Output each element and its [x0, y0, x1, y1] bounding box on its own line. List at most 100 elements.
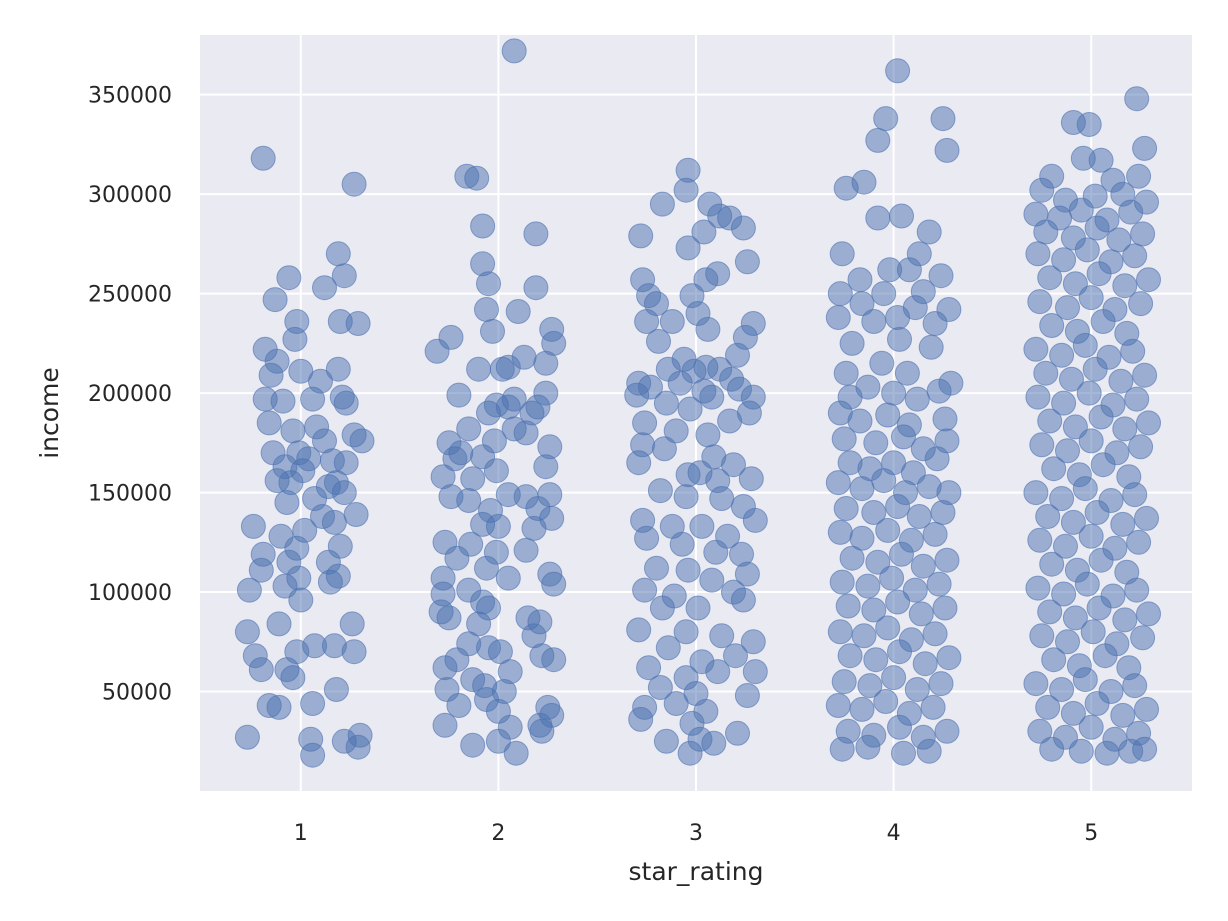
data-point — [827, 519, 853, 545]
data-point — [333, 450, 359, 476]
data-point — [827, 619, 853, 645]
data-point — [861, 500, 887, 525]
data-point — [503, 740, 529, 766]
data-point — [1023, 671, 1049, 697]
data-point — [317, 569, 343, 595]
data-point — [1124, 386, 1150, 412]
data-point — [685, 595, 711, 621]
data-point — [1106, 227, 1132, 253]
data-point — [653, 728, 679, 754]
data-point — [505, 299, 531, 324]
data-point — [673, 619, 699, 645]
data-point — [663, 418, 689, 444]
data-point — [885, 494, 911, 519]
data-point — [649, 191, 675, 217]
data-point — [904, 386, 930, 412]
data-point — [1051, 581, 1077, 607]
data-point — [636, 655, 662, 681]
data-point — [624, 382, 650, 408]
data-point — [902, 577, 928, 603]
x-tick-labels: 1 2 3 4 5 — [294, 821, 1098, 846]
data-point — [446, 693, 472, 718]
data-point — [863, 430, 889, 456]
data-point — [1035, 694, 1061, 720]
series-star-2 — [424, 38, 567, 766]
data-point — [831, 669, 857, 695]
data-point — [483, 458, 509, 484]
data-point — [634, 309, 660, 334]
data-point — [234, 724, 260, 750]
data-point — [280, 665, 306, 691]
data-point — [1033, 219, 1059, 245]
data-point — [1082, 356, 1108, 382]
data-point — [934, 718, 960, 744]
data-point — [849, 525, 875, 551]
data-point — [1072, 476, 1098, 502]
data-point — [1110, 702, 1136, 728]
data-point — [908, 601, 934, 627]
data-point — [677, 396, 703, 422]
data-point — [894, 360, 920, 386]
data-point — [1110, 511, 1136, 537]
data-point — [922, 311, 948, 336]
data-point — [885, 58, 911, 84]
data-point — [918, 334, 944, 360]
data-point — [300, 691, 326, 716]
data-point — [1134, 505, 1159, 531]
data-point — [887, 326, 912, 352]
data-point — [725, 342, 750, 368]
data-point — [1136, 267, 1161, 293]
data-point — [628, 706, 654, 732]
data-point — [1122, 243, 1148, 269]
data-point — [675, 235, 701, 261]
data-point — [932, 595, 958, 621]
data-point — [1108, 368, 1134, 394]
data-point — [1084, 500, 1110, 525]
data-point — [875, 517, 901, 543]
data-point — [825, 305, 851, 330]
data-point — [444, 545, 470, 571]
data-point — [1072, 667, 1098, 693]
data-point — [861, 309, 887, 334]
data-point — [693, 267, 719, 293]
data-point — [839, 545, 865, 571]
data-point — [669, 531, 695, 557]
data-point — [673, 484, 699, 510]
data-point — [647, 478, 673, 504]
data-point — [432, 655, 458, 681]
data-point — [934, 547, 960, 573]
data-point — [341, 639, 367, 665]
data-point — [1039, 551, 1065, 577]
data-point — [1051, 390, 1077, 416]
data-point — [1027, 718, 1053, 744]
data-point — [865, 127, 891, 153]
data-point — [258, 362, 284, 388]
data-point — [446, 382, 472, 408]
data-point — [881, 665, 907, 691]
data-point — [1136, 410, 1161, 436]
data-point — [476, 271, 501, 297]
data-point — [922, 621, 948, 647]
y-tick-label: 200000 — [88, 382, 172, 407]
series-star-4 — [825, 58, 964, 766]
data-point — [282, 326, 308, 352]
data-point — [464, 165, 490, 191]
y-tick-label: 50000 — [102, 681, 172, 706]
data-point — [280, 418, 306, 444]
data-point — [513, 420, 539, 446]
data-point — [1039, 736, 1065, 762]
data-point — [699, 384, 725, 410]
data-point — [626, 450, 652, 476]
x-tick-label: 4 — [887, 821, 901, 846]
data-point — [831, 426, 857, 452]
data-point — [286, 565, 312, 591]
data-point — [628, 223, 654, 249]
data-point — [276, 265, 302, 291]
data-point — [871, 281, 897, 307]
data-point — [646, 328, 671, 354]
data-point — [709, 623, 735, 649]
data-point — [734, 561, 760, 587]
data-point — [1126, 163, 1152, 189]
data-point — [928, 263, 954, 289]
